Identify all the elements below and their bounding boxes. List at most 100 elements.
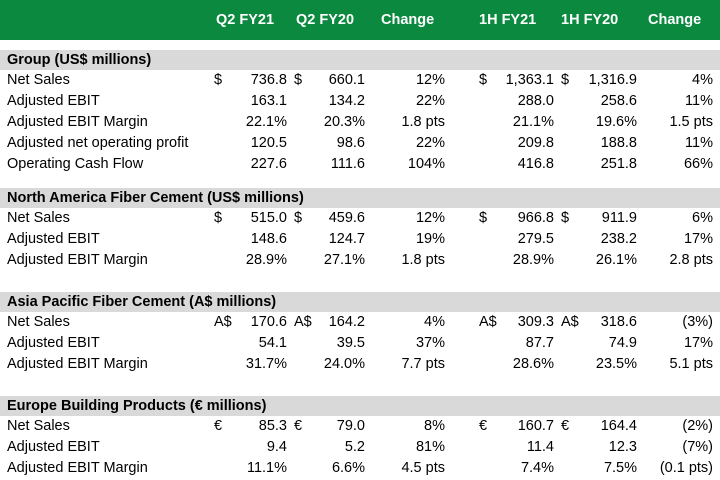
value-1hfy21: 416.8 bbox=[517, 156, 554, 172]
table-row: Adjusted EBIT Margin 28.9% 27.1% 1.8 pts 28.… bbox=[0, 250, 720, 271]
currency-1hfy21: € bbox=[479, 418, 488, 434]
row-label: Operating Cash Flow bbox=[7, 156, 144, 172]
value-q2fy21: 170.6 bbox=[250, 314, 287, 330]
value-q2fy21: 31.7% bbox=[245, 356, 287, 372]
currency-1hfy21: $ bbox=[479, 210, 488, 226]
value-1hfy20: 74.9 bbox=[608, 335, 637, 351]
value-q2fy20: 6.6% bbox=[331, 460, 365, 476]
value-1hfy21: 11.4 bbox=[526, 439, 554, 455]
row-label: Net Sales bbox=[7, 210, 70, 226]
value-q2fy20: 124.7 bbox=[328, 231, 365, 247]
section: Group (US$ millions) Net Sales $736.8 $660.… bbox=[0, 50, 720, 175]
value-q2fy20: 164.2 bbox=[328, 314, 365, 330]
value-change-half: (3%) bbox=[682, 314, 713, 330]
value-1hfy21: 28.9% bbox=[512, 252, 554, 268]
row-label: Adjusted EBIT Margin bbox=[7, 114, 148, 130]
table-row: Adjusted EBIT Margin 22.1% 20.3% 1.8 pts 21.… bbox=[0, 112, 720, 133]
value-1hfy21: 160.7 bbox=[517, 418, 554, 434]
value-1hfy20: 1,316.9 bbox=[588, 72, 637, 88]
value-change-half: 4% bbox=[692, 72, 713, 88]
value-q2fy21: 22.1% bbox=[245, 114, 287, 130]
row-label: Net Sales bbox=[7, 314, 70, 330]
value-q2fy21: 227.6 bbox=[250, 156, 287, 172]
value-q2fy21: 736.8 bbox=[250, 72, 287, 88]
value-q2fy21: 163.1 bbox=[250, 93, 287, 109]
currency-1hfy21: $ bbox=[479, 72, 488, 88]
value-change-half: 5.1 pts bbox=[669, 356, 713, 372]
value-change-quarter: 4.5 pts bbox=[401, 460, 445, 476]
currency-q2fy21: € bbox=[214, 418, 223, 434]
value-change-half: 66% bbox=[683, 156, 713, 172]
value-1hfy21: 87.7 bbox=[525, 335, 554, 351]
table-row: Operating Cash Flow 227.6 111.6 104% 416.8 25… bbox=[0, 154, 720, 175]
value-1hfy20: 19.6% bbox=[595, 114, 637, 130]
value-change-quarter: 7.7 pts bbox=[401, 356, 445, 372]
section-title: North America Fiber Cement (US$ millions… bbox=[0, 188, 720, 208]
row-label: Adjusted EBIT bbox=[7, 335, 100, 351]
value-q2fy20: 27.1% bbox=[323, 252, 365, 268]
value-q2fy20: 459.6 bbox=[328, 210, 365, 226]
value-change-quarter: 8% bbox=[424, 418, 445, 434]
currency-q2fy20: $ bbox=[294, 210, 303, 226]
value-q2fy21: 11.1% bbox=[246, 460, 287, 476]
currency-1hfy20: $ bbox=[561, 210, 570, 226]
value-1hfy21: 279.5 bbox=[517, 231, 554, 247]
header-change-quarter: Change bbox=[381, 12, 435, 28]
row-label: Adjusted EBIT Margin bbox=[7, 252, 148, 268]
currency-q2fy20: € bbox=[294, 418, 303, 434]
value-q2fy20: 39.5 bbox=[336, 335, 365, 351]
row-label: Adjusted EBIT bbox=[7, 93, 100, 109]
currency-1hfy20: A$ bbox=[561, 314, 579, 330]
value-q2fy20: 79.0 bbox=[336, 418, 365, 434]
value-change-half: 1.5 pts bbox=[669, 114, 713, 130]
value-q2fy21: 515.0 bbox=[250, 210, 287, 226]
value-change-quarter: 37% bbox=[415, 335, 445, 351]
currency-q2fy21: $ bbox=[214, 210, 223, 226]
table-row: Adjusted EBIT 163.1 134.2 22% 288.0 258.6 11% bbox=[0, 91, 720, 112]
table-header: Q2 FY21 Q2 FY20 Change 1H FY21 1H FY20 C… bbox=[0, 0, 720, 40]
header-1hfy20: 1H FY20 bbox=[561, 12, 619, 28]
value-q2fy20: 98.6 bbox=[336, 135, 365, 151]
table-row: Net Sales A$ 170.6 A$ 164.2 4% A$ 309.3 A$ 318.6 (… bbox=[0, 312, 720, 333]
value-q2fy20: 134.2 bbox=[328, 93, 365, 109]
value-change-half: (7%) bbox=[682, 439, 713, 455]
table-row: Net Sales €85.3 €79.0 8% €160.7 €164.4 (2%) bbox=[0, 416, 720, 437]
value-change-quarter: 1.8 pts bbox=[401, 114, 445, 130]
value-change-half: (2%) bbox=[682, 418, 713, 434]
row-label: Adjusted EBIT Margin bbox=[7, 460, 148, 476]
row-label: Adjusted EBIT Margin bbox=[7, 356, 148, 372]
value-1hfy21: 1,363.1 bbox=[505, 72, 554, 88]
currency-q2fy21: $ bbox=[214, 72, 223, 88]
value-1hfy21: 21.1% bbox=[512, 114, 554, 130]
value-change-quarter: 22% bbox=[415, 93, 445, 109]
value-1hfy20: 251.8 bbox=[600, 156, 637, 172]
value-change-quarter: 104% bbox=[407, 156, 445, 172]
currency-1hfy21: A$ bbox=[479, 314, 497, 330]
value-q2fy20: 20.3% bbox=[323, 114, 365, 130]
currency-1hfy20: $ bbox=[561, 72, 570, 88]
currency-q2fy21: A$ bbox=[214, 314, 232, 330]
row-label: Adjusted net operating profit bbox=[7, 135, 189, 151]
value-change-half: 11% bbox=[685, 93, 713, 109]
table-row: Adjusted EBIT 54.1 39.5 37% 87.7 74.9 17% bbox=[0, 333, 720, 354]
value-change-half: 2.8 pts bbox=[669, 252, 713, 268]
value-1hfy21: 7.4% bbox=[520, 460, 554, 476]
header-q2fy21: Q2 FY21 bbox=[216, 12, 275, 28]
value-q2fy20: 660.1 bbox=[328, 72, 365, 88]
value-1hfy20: 911.9 bbox=[601, 210, 637, 226]
section-title: Europe Building Products (€ millions) bbox=[0, 396, 720, 416]
table-row: Adjusted EBIT Margin 11.1% 6.6% 4.5 pts 7.4%… bbox=[0, 458, 720, 479]
row-label: Net Sales bbox=[7, 418, 70, 434]
value-1hfy21: 966.8 bbox=[517, 210, 554, 226]
value-1hfy20: 188.8 bbox=[600, 135, 637, 151]
header-q2fy20: Q2 FY20 bbox=[296, 12, 355, 28]
section: North America Fiber Cement (US$ millions… bbox=[0, 188, 720, 271]
value-1hfy20: 258.6 bbox=[600, 93, 637, 109]
section: Asia Pacific Fiber Cement (A$ millions) N… bbox=[0, 292, 720, 375]
value-q2fy20: 111.6 bbox=[330, 156, 365, 172]
value-change-quarter: 1.8 pts bbox=[401, 252, 445, 268]
row-label: Adjusted EBIT bbox=[7, 231, 100, 247]
value-q2fy20: 5.2 bbox=[344, 439, 365, 455]
value-change-half: (0.1 pts) bbox=[659, 460, 713, 476]
table-row: Adjusted EBIT 9.4 5.2 81% 11.4 12.3 (7%) bbox=[0, 437, 720, 458]
